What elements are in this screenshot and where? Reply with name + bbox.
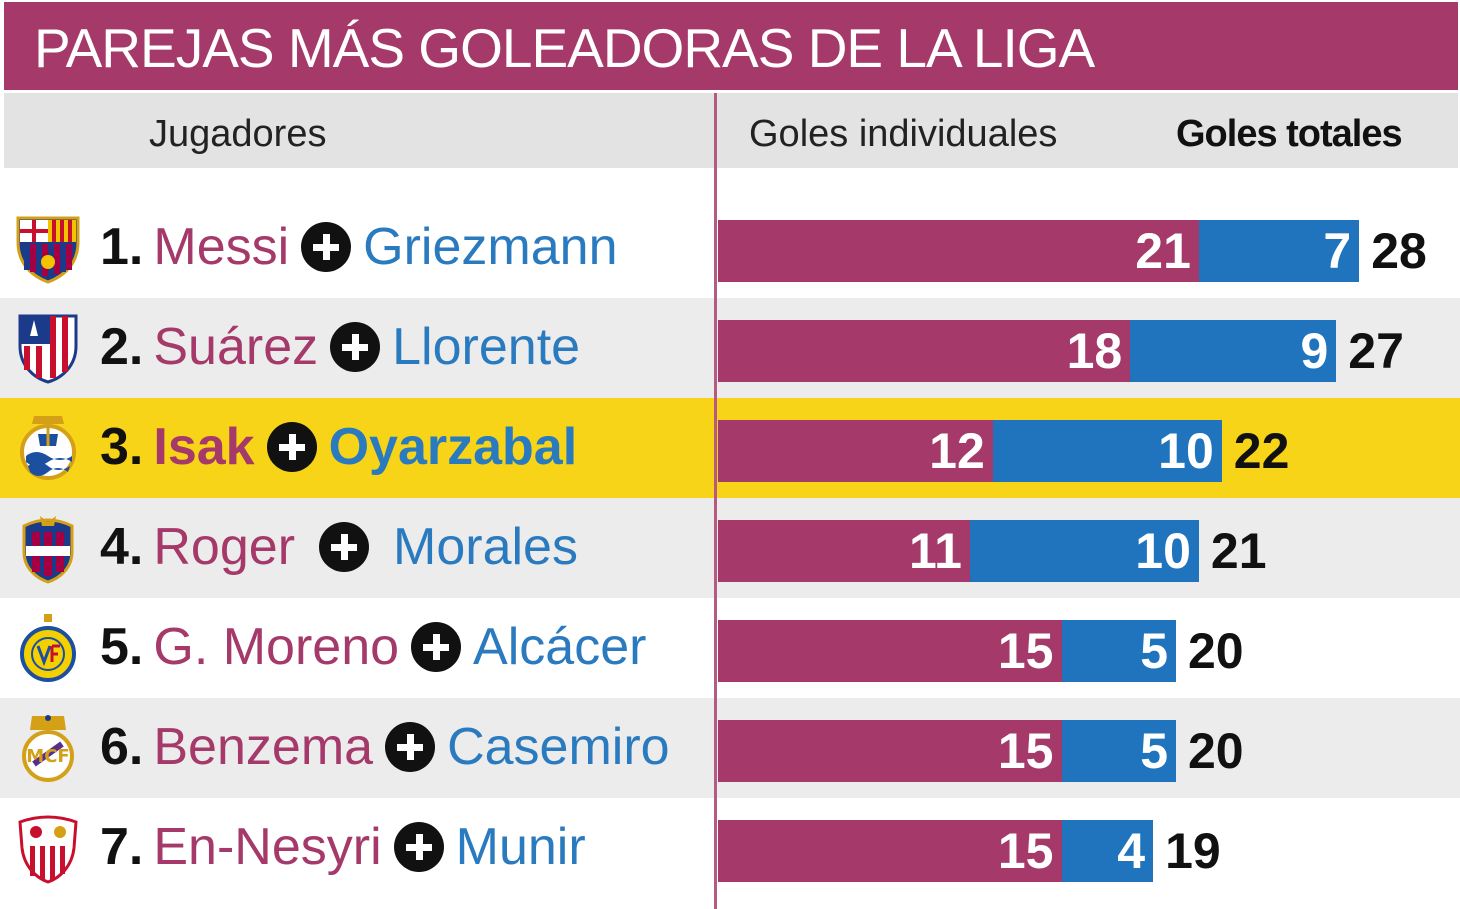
bar-player2	[1061, 720, 1176, 782]
bar-player1	[718, 520, 970, 582]
player1-name: Roger	[153, 518, 296, 576]
rank: 5.	[100, 618, 144, 676]
bar-label-player2: 10	[1158, 423, 1214, 479]
player2-name: Alcácer	[473, 618, 647, 676]
bar-label-player1: 12	[929, 423, 985, 479]
bar-label-player1: 15	[997, 723, 1054, 779]
table-row: MCF 6. Benzema Casemiro 15 5 20	[0, 698, 1460, 798]
rank: 7.	[100, 818, 144, 876]
plus-icon	[393, 822, 444, 872]
table-row: 4. Roger Morales 11 10 21	[0, 498, 1460, 598]
bar-label-player2: 9	[1300, 323, 1329, 379]
table-row: 5. G. Moreno Alcácer 15 5 20	[0, 598, 1460, 698]
bar-player2	[1061, 820, 1154, 882]
pair-names: 5. G. Moreno Alcácer	[100, 614, 646, 680]
pair-names: 3. Isak Oyarzabal	[100, 414, 577, 480]
chart-title: PAREJAS MÁS GOLEADORAS DE LA LIGA	[34, 17, 1095, 79]
total-label: 19	[1165, 823, 1221, 879]
plus-icon	[411, 622, 462, 672]
barcelona-crest-icon	[14, 212, 82, 284]
column-divider	[714, 93, 717, 909]
total-goals-header: Goles totales	[1176, 113, 1403, 155]
player2-name: Casemiro	[447, 718, 670, 776]
player1-name: En-Nesyri	[153, 818, 382, 876]
rank: 4.	[100, 518, 144, 576]
bar-player1	[718, 320, 1131, 382]
total-label: 28	[1371, 223, 1427, 279]
bar-label-player2: 10	[1135, 523, 1191, 579]
table-row: 1. Messi Griezmann 21 7 28	[0, 198, 1460, 298]
plus-icon	[330, 322, 381, 372]
plus-icon	[266, 422, 317, 472]
bar-label-player2: 7	[1323, 223, 1352, 279]
player2-name: Oyarzabal	[328, 418, 578, 476]
pair-names: 2. Suárez Llorente	[100, 314, 580, 380]
bar-player2	[992, 420, 1222, 482]
rank: 2.	[100, 318, 144, 376]
player1-name: Benzema	[153, 718, 374, 776]
individual-goals-header: Goles individuales	[749, 113, 1058, 155]
bar-label-player1: 21	[1135, 223, 1191, 279]
rank: 6.	[100, 718, 144, 776]
bar-player2	[1198, 220, 1360, 282]
pair-names: 6. Benzema Casemiro	[100, 714, 670, 780]
total-label: 21	[1210, 523, 1267, 579]
total-label: 22	[1233, 423, 1290, 479]
bar-label-player1: 18	[1066, 323, 1123, 379]
table-row: 2. Suárez Llorente 18 9 27	[0, 298, 1460, 398]
player1-name: G. Moreno	[153, 618, 400, 676]
player2-name: Morales	[393, 518, 578, 576]
total-label: 27	[1348, 323, 1404, 379]
pair-names: 7. En-Nesyri Munir	[100, 814, 586, 880]
plus-icon	[319, 522, 370, 572]
bar-player2	[1061, 620, 1176, 682]
total-label: 20	[1188, 623, 1244, 679]
bar-label-player2: 5	[1140, 623, 1168, 679]
bar-label-player1: 15	[997, 623, 1054, 679]
player1-name: Isak	[153, 418, 255, 476]
bar-player1	[718, 420, 993, 482]
bar-label-player1: 11	[909, 523, 962, 579]
table-row-highlighted: 3. Isak Oyarzabal 12 10 22	[0, 398, 1460, 498]
players-header: Jugadores	[149, 113, 327, 155]
table-row: 7. En-Nesyri Munir 15 4 19	[0, 798, 1460, 898]
levante-crest-icon	[14, 512, 82, 584]
player2-name: Griezmann	[363, 218, 618, 276]
bar-player2	[969, 520, 1199, 582]
bar-label-player1: 15	[997, 823, 1054, 879]
bar-player1	[718, 720, 1062, 782]
player2-name: Llorente	[392, 318, 581, 376]
atletico-crest-icon	[14, 312, 82, 384]
rank: 3.	[100, 418, 144, 476]
title-bar: PAREJAS MÁS GOLEADORAS DE LA LIGA	[4, 2, 1458, 90]
villarreal-crest-icon	[14, 612, 82, 684]
bar-label-player2: 5	[1140, 723, 1168, 779]
pair-names: 4. Roger Morales	[100, 514, 578, 580]
bar-player1	[718, 820, 1062, 882]
pair-names: 1. Messi Griezmann	[100, 214, 617, 280]
player1-name: Suárez	[153, 318, 319, 376]
bar-player1	[718, 220, 1199, 282]
plus-icon	[301, 222, 352, 272]
plus-icon	[385, 722, 436, 772]
bar-player2	[1130, 320, 1337, 382]
header-row: Jugadores Goles individuales Goles total…	[4, 93, 1458, 168]
bar-label-player2: 4	[1117, 823, 1146, 879]
player1-name: Messi	[153, 218, 290, 276]
svg-text:MCF: MCF	[26, 746, 69, 767]
real-sociedad-crest-icon	[14, 412, 82, 484]
sevilla-crest-icon	[14, 812, 82, 884]
real-madrid-crest-icon: MCF	[14, 712, 82, 784]
player2-name: Munir	[455, 818, 586, 876]
bar-player1	[718, 620, 1062, 682]
total-label: 20	[1188, 723, 1244, 779]
rank: 1.	[100, 218, 144, 276]
